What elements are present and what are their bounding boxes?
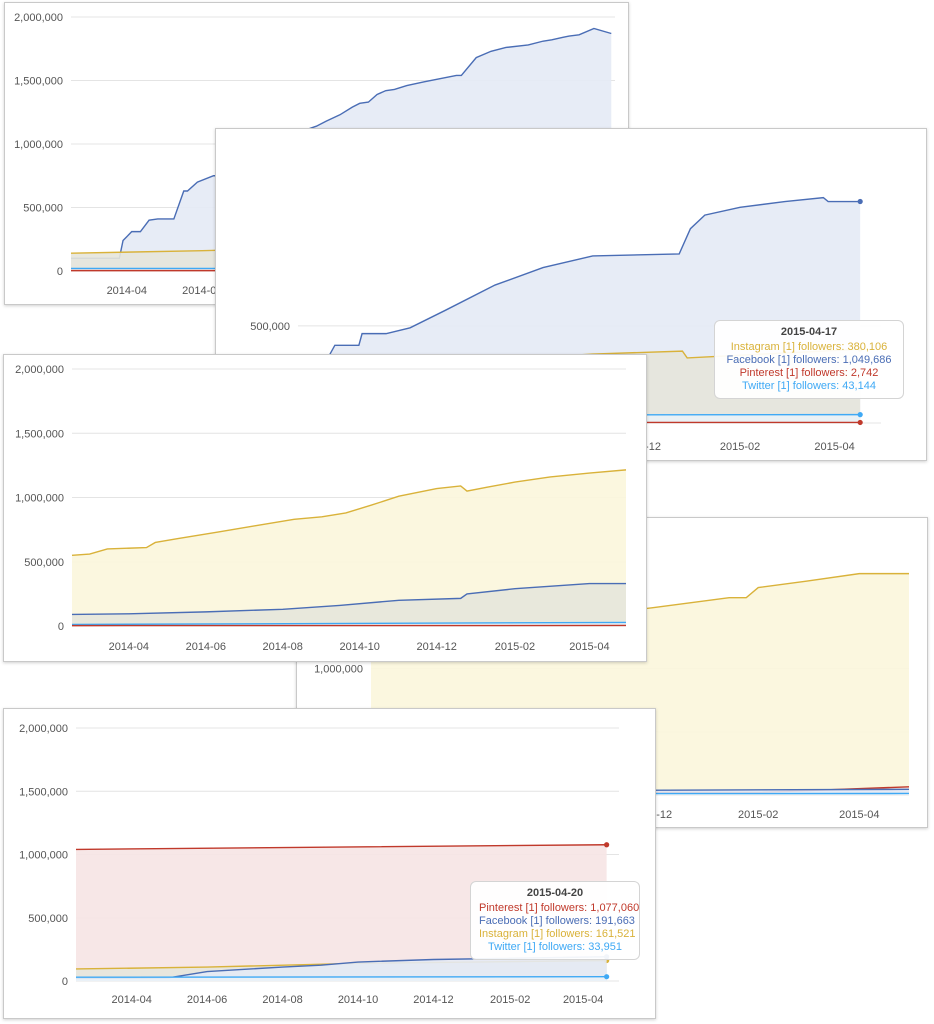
series-line-twitter xyxy=(71,621,627,626)
x-tick-label: 2014-04 xyxy=(109,641,149,653)
y-tick-label: 0 xyxy=(57,266,63,278)
y-tick-label: 500,000 xyxy=(23,203,63,215)
y-tick-label: 500,000 xyxy=(24,557,64,569)
tooltip-2: 2015-04-17 Instagram [1] followers: 380,… xyxy=(714,320,904,399)
x-tick-label: 2014-12 xyxy=(417,641,457,653)
tooltip-row-facebook: Facebook [1] followers: 191,663 xyxy=(479,915,635,927)
tooltip-date: 2015-04-20 xyxy=(526,887,584,899)
chart-panel-5: 0 500,000 1,000,000 1,500,000 2,000,000 2014-… xyxy=(3,708,656,1019)
series-line-facebook xyxy=(71,582,626,616)
x-tick-label: 2015-02 xyxy=(490,994,530,1006)
x-tick-label: 2015-04 xyxy=(569,641,609,653)
tooltip-row-pinterest: Pinterest [1] followers: 1,077,060 xyxy=(479,902,640,914)
x-tick-label: 2015-02 xyxy=(720,441,760,453)
y-tick-label: 1,500,000 xyxy=(15,428,64,440)
series-line-instagram xyxy=(71,469,627,557)
y-tick-label: 1,500,000 xyxy=(14,76,63,88)
series-endpoint-twitter xyxy=(857,412,863,418)
x-tick-label: 2014-06 xyxy=(182,285,222,297)
y-tick-label: 500,000 xyxy=(28,913,68,925)
tooltip-5: 2015-04-20 Pinterest [1] followers: 1,07… xyxy=(470,881,640,960)
tooltip-row-instagram: Instagram [1] followers: 380,106 xyxy=(730,341,888,353)
series-area-instagram xyxy=(72,469,626,626)
y-tick-label: 2,000,000 xyxy=(19,723,68,735)
x-tick-label: 2015-04 xyxy=(563,994,603,1006)
x-tick-label: 2015-04 xyxy=(839,809,879,821)
tooltip-row-twitter: Twitter [1] followers: 33,951 xyxy=(488,941,622,953)
series-endpoint-pinterest xyxy=(857,419,863,426)
tooltip-row-facebook: Facebook [1] followers: 1,049,686 xyxy=(726,354,892,366)
series-line-pinterest xyxy=(75,844,607,851)
y-tick-label: 1,000,000 xyxy=(15,493,64,505)
x-tick-label: 2014-08 xyxy=(262,994,302,1006)
x-tick-label: 2014-04 xyxy=(111,994,151,1006)
y-tick-label: 0 xyxy=(62,976,68,988)
chart-svg-5: 0 500,000 1,000,000 1,500,000 2,000,000 2014-… xyxy=(19,723,619,1006)
y-tick-label: 1,000,000 xyxy=(314,664,363,676)
chart-svg-3: 0 500,000 1,000,000 1,500,000 2,000,000 2014-… xyxy=(15,364,627,653)
x-tick-label: 2015-02 xyxy=(495,641,535,653)
y-tick-label: 2,000,000 xyxy=(14,12,63,24)
series-endpoint-pinterest xyxy=(604,842,610,848)
y-tick-label: 1,500,000 xyxy=(19,786,68,798)
y-tick-label: 0 xyxy=(58,621,64,633)
y-tick-label: 2,000,000 xyxy=(15,364,64,376)
series-line-facebook xyxy=(298,196,861,358)
tooltip-row-twitter: Twitter [1] followers: 43,144 xyxy=(742,380,876,392)
y-tick-label: 1,000,000 xyxy=(14,139,63,151)
series-endpoint-facebook xyxy=(857,198,863,205)
x-tick-label: 2014-12 xyxy=(413,994,453,1006)
x-tick-label: 2014-04 xyxy=(107,285,147,297)
series-line-facebook xyxy=(71,27,612,259)
x-tick-label: 2014-06 xyxy=(187,994,227,1006)
x-tick-label: 2014-06 xyxy=(186,641,226,653)
series-area-facebook xyxy=(76,956,607,981)
x-tick-label: 2014-10 xyxy=(338,994,378,1006)
y-tick-label: 500,000 xyxy=(250,321,290,333)
tooltip-date: 2015-04-17 xyxy=(780,326,838,338)
tooltip-row-pinterest: Pinterest [1] followers: 2,742 xyxy=(739,367,879,379)
chart-panel-3: 0 500,000 1,000,000 1,500,000 2,000,000 2014-… xyxy=(3,354,647,662)
y-tick-label: 1,000,000 xyxy=(19,850,68,862)
x-tick-label: 2014-08 xyxy=(263,641,303,653)
x-tick-label: 2014-10 xyxy=(340,641,380,653)
x-tick-label: 2015-04 xyxy=(814,441,854,453)
series-endpoint-twitter xyxy=(604,974,610,980)
tooltip-row-instagram: Instagram [1] followers: 161,521 xyxy=(479,928,636,940)
x-tick-label: 2015-02 xyxy=(738,809,778,821)
